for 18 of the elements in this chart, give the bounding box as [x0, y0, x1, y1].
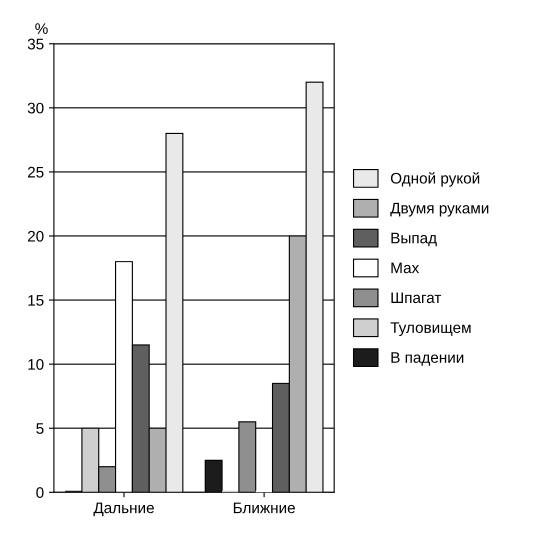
legend-label: Шпагат: [391, 292, 442, 304]
y-tick-label: 10: [28, 359, 44, 370]
legend-label: Двумя руками: [390, 202, 488, 217]
legend-label: Туловищем: [390, 322, 471, 336]
y-tick-label: 15: [28, 295, 44, 306]
x-tick-label: Ближние: [234, 502, 295, 514]
legend-label: Одной рукой: [390, 172, 480, 187]
y-tick-label: 0: [36, 487, 44, 498]
y-tick-label: 5: [36, 423, 44, 434]
legend-label: Мах: [391, 262, 420, 274]
y-tick-label: 35: [28, 38, 44, 50]
legend-label: В падении: [391, 352, 464, 366]
y-axis-title: %: [35, 23, 48, 34]
legend-label: Выпад: [391, 232, 437, 246]
y-tick-label: 25: [28, 166, 44, 178]
x-tick-label: Дальние: [93, 502, 154, 516]
y-tick-label: 30: [28, 102, 44, 114]
y-tick-label: 20: [28, 230, 44, 242]
